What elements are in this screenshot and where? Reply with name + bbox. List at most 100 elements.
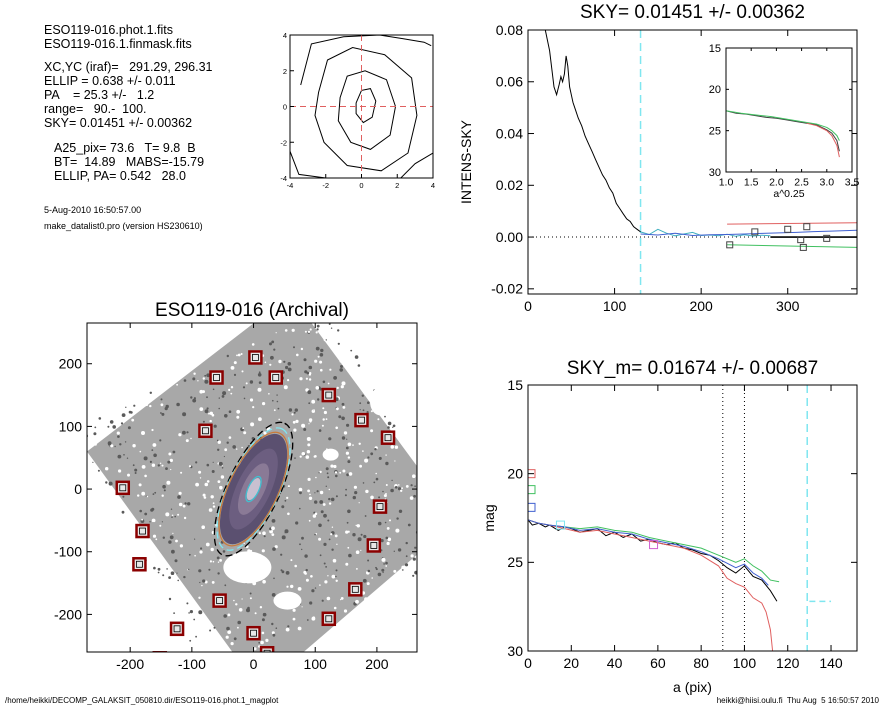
- noise-speck: [151, 518, 156, 523]
- noise-speck: [382, 490, 384, 493]
- intens-ylabel: INTENS-SKY: [458, 119, 474, 204]
- noise-speck: [261, 618, 265, 622]
- noise-speck: [144, 512, 148, 516]
- noise-speck: [436, 498, 437, 499]
- noise-speck: [364, 367, 367, 370]
- noise-speck: [314, 587, 317, 589]
- noise-speck: [405, 541, 408, 545]
- noise-speck: [360, 549, 362, 552]
- noise-speck: [394, 445, 399, 449]
- x-tick-label: 0: [524, 298, 532, 314]
- noise-speck: [414, 546, 417, 549]
- x-tick-label: 2: [395, 181, 399, 190]
- y-tick-label: -4: [280, 174, 287, 183]
- noise-speck: [410, 554, 414, 558]
- noise-speck: [283, 360, 286, 363]
- y-tick-label: 2: [283, 67, 287, 76]
- noise-speck: [329, 368, 332, 371]
- noise-speck: [308, 496, 313, 500]
- mag-xlabel: a (pix): [673, 679, 712, 695]
- noise-speck: [446, 550, 449, 553]
- noise-speck: [151, 507, 155, 511]
- noise-speck: [320, 368, 323, 372]
- noise-speck: [355, 372, 360, 377]
- noise-speck: [341, 416, 345, 421]
- noise-speck: [328, 497, 331, 501]
- noise-speck: [217, 440, 221, 444]
- noise-speck: [183, 516, 187, 520]
- noise-speck: [233, 361, 237, 365]
- noise-speck: [92, 461, 94, 463]
- noise-speck: [347, 509, 351, 514]
- noise-speck: [241, 370, 244, 373]
- noise-speck: [398, 484, 400, 486]
- noise-speck: [178, 502, 183, 507]
- noise-speck: [206, 463, 210, 467]
- noise-speck: [98, 435, 103, 440]
- noise-speck: [387, 426, 390, 429]
- noise-speck: [307, 443, 311, 447]
- noise-speck: [312, 616, 316, 620]
- noise-speck: [196, 633, 199, 636]
- noise-speck: [284, 529, 289, 534]
- noise-speck: [287, 367, 292, 372]
- noise-speck: [350, 349, 353, 352]
- noise-speck: [230, 366, 235, 370]
- noise-speck: [230, 642, 234, 646]
- noise-speck: [286, 585, 289, 588]
- y-tick-label: 0.00: [496, 229, 523, 245]
- sky-box-inner: [325, 615, 333, 623]
- noise-speck: [325, 339, 327, 341]
- noise-speck: [308, 402, 311, 405]
- noise-speck: [192, 377, 196, 381]
- noise-speck: [325, 418, 328, 420]
- sky-marker: [799, 243, 807, 251]
- noise-speck: [192, 398, 197, 403]
- noise-speck: [144, 402, 149, 407]
- noise-speck: [160, 412, 162, 414]
- noise-speck: [425, 540, 427, 542]
- noise-speck: [308, 519, 311, 522]
- noise-speck: [105, 467, 109, 471]
- sky-box: [115, 480, 131, 496]
- noise-speck: [328, 502, 332, 505]
- sky-box: [212, 593, 227, 608]
- noise-speck: [209, 560, 212, 563]
- noise-speck: [301, 606, 303, 608]
- noise-speck: [286, 496, 289, 499]
- noise-speck: [345, 530, 349, 534]
- noise-speck: [314, 533, 316, 536]
- noise-speck: [269, 529, 273, 534]
- noise-speck: [319, 353, 324, 357]
- noise-speck: [340, 599, 342, 601]
- noise-speck: [206, 407, 209, 410]
- sky-box-inner: [263, 649, 271, 652]
- noise-speck: [201, 584, 203, 587]
- contour-line: [400, 152, 433, 178]
- noise-speck: [188, 632, 192, 637]
- noise-speck: [410, 484, 413, 487]
- noise-speck: [285, 627, 290, 632]
- x-tick-label: 120: [776, 655, 800, 671]
- noise-speck: [202, 390, 205, 394]
- noise-speck: [198, 569, 202, 573]
- noise-speck: [334, 534, 338, 538]
- noise-speck: [322, 380, 326, 384]
- noise-speck: [330, 327, 333, 329]
- noise-speck: [291, 328, 295, 332]
- noise-speck: [245, 382, 248, 385]
- noise-speck: [236, 448, 238, 450]
- noise-speck: [287, 485, 290, 488]
- noise-speck: [323, 338, 327, 342]
- noise-speck: [228, 388, 231, 391]
- sky-box: [348, 582, 363, 597]
- noise-speck: [308, 418, 313, 422]
- noise-speck: [106, 433, 109, 436]
- noise-speck: [331, 574, 336, 579]
- sky-box-inner: [272, 374, 280, 381]
- noise-speck: [236, 415, 240, 419]
- noise-speck: [345, 488, 347, 491]
- sky-box-inner: [325, 391, 333, 399]
- sky-box: [246, 625, 261, 641]
- noise-speck: [161, 464, 164, 467]
